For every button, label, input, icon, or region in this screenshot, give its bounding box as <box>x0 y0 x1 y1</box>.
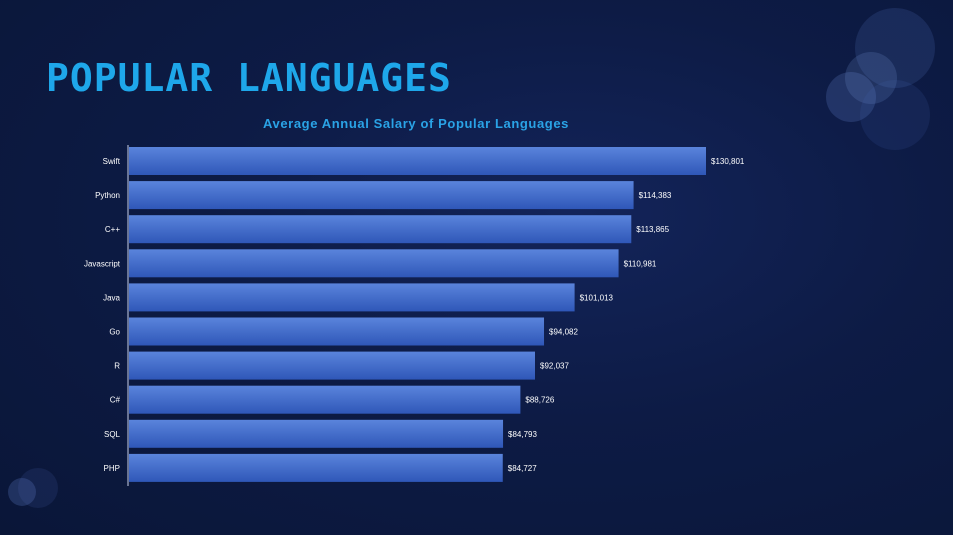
chart-title: Average Annual Salary of Popular Languag… <box>263 116 569 131</box>
category-label: Java <box>103 293 120 302</box>
bar <box>129 317 545 346</box>
bar <box>129 181 634 210</box>
category-label: C++ <box>105 225 120 234</box>
category-label: PHP <box>104 464 120 473</box>
value-label: $94,082 <box>549 328 578 337</box>
value-label: $130,801 <box>711 157 745 166</box>
bokeh-decoration <box>826 72 876 122</box>
category-label: Swift <box>103 157 121 166</box>
bar <box>129 147 706 175</box>
category-label: Go <box>109 328 120 337</box>
bar <box>129 419 504 448</box>
value-label: $113,865 <box>636 225 669 234</box>
category-label: Javascript <box>84 259 121 268</box>
bar <box>129 351 536 380</box>
value-label: $101,013 <box>580 293 614 302</box>
value-label: $84,727 <box>508 464 537 473</box>
bar <box>129 385 521 414</box>
slide-title: POPULAR LANGUAGES <box>46 56 452 100</box>
bokeh-decoration <box>8 478 36 506</box>
bokeh-decoration <box>855 8 935 88</box>
value-label: $84,793 <box>508 430 537 439</box>
value-label: $92,037 <box>540 362 569 371</box>
bokeh-decoration <box>18 468 58 508</box>
value-label: $114,383 <box>639 191 672 200</box>
category-label: SQL <box>104 430 121 439</box>
bokeh-decoration <box>845 52 897 104</box>
category-label: C# <box>110 396 121 405</box>
category-label: Python <box>95 191 120 200</box>
category-label: R <box>114 362 120 371</box>
bar <box>129 215 632 244</box>
bokeh-decoration <box>860 80 930 150</box>
bar <box>129 249 619 278</box>
value-label: $110,981 <box>624 259 657 268</box>
value-label: $88,726 <box>525 396 554 405</box>
bar <box>129 453 503 482</box>
bar <box>129 283 575 312</box>
